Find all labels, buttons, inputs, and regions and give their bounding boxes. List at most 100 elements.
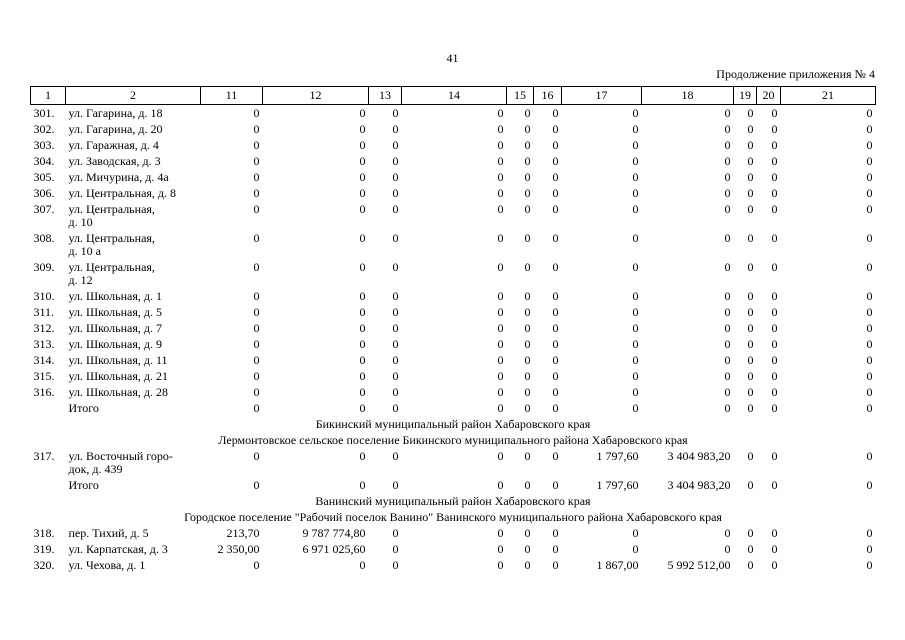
section-row: Городское поселение "Рабочий поселок Ван… — [31, 509, 876, 525]
value-cell: 0 — [253, 138, 260, 152]
value-cell: 0 — [497, 186, 504, 200]
value-cell: 0 — [497, 401, 504, 415]
value-cell: 0 — [724, 369, 731, 383]
value-cell: 0 — [392, 305, 399, 319]
value-cell: 0 — [392, 321, 399, 335]
value-cell: 0 — [632, 353, 639, 367]
value-cell: 0 — [359, 138, 366, 152]
value-cell: 0 — [524, 170, 531, 184]
value-cell: 0 — [724, 106, 731, 120]
value-cell: 0 — [771, 478, 778, 492]
value-cell: 0 — [771, 337, 778, 351]
value-cell: 0 — [632, 289, 639, 303]
value-cell: 0 — [392, 449, 399, 463]
value-cell: 0 — [524, 385, 531, 399]
value-cell: 0 — [552, 170, 559, 184]
value-cell: 0 — [771, 106, 778, 120]
value-cell: 0 — [747, 305, 754, 319]
row-number: 310. — [33, 289, 55, 303]
column-header: 20 — [756, 86, 781, 105]
value-cell: 0 — [359, 321, 366, 335]
value-cell: 0 — [552, 260, 559, 274]
value-cell: 0 — [747, 170, 754, 184]
value-cell: 0 — [771, 401, 778, 415]
value-cell: 0 — [632, 337, 639, 351]
table-row: 306. ул. Центральная, д. 8 0 0 0 0 0 0 0 0 0 0 0 — [31, 185, 876, 201]
value-cell: 0 — [552, 449, 559, 463]
table-row: 310. ул. Школьная, д. 1 0 0 0 0 0 0 0 0 0 0 0 — [31, 288, 876, 304]
value-cell: 0 — [524, 449, 531, 463]
value-cell: 0 — [552, 154, 559, 168]
value-cell: 0 — [524, 369, 531, 383]
column-header: 15 — [506, 86, 534, 105]
value-cell: 0 — [253, 289, 260, 303]
value-cell: 0 — [359, 170, 366, 184]
value-cell: 0 — [552, 353, 559, 367]
value-cell: 0 — [771, 231, 778, 245]
address-cell: Итого — [68, 401, 99, 415]
address-cell: ул. Школьная, д. 9 — [68, 337, 162, 351]
table-head: 1 2 11 12 13 14 15 16 17 18 19 20 21 — [30, 86, 876, 105]
value-cell: 0 — [524, 305, 531, 319]
row-number — [31, 400, 66, 416]
address-cell: ул. Гагарина, д. 18 — [68, 106, 163, 120]
value-cell: 0 — [724, 526, 731, 540]
value-cell: 0 — [497, 478, 504, 492]
value-cell: 0 — [524, 122, 531, 136]
address-cell: ул. Заводская, д. 3 — [68, 154, 161, 168]
value-cell: 0 — [747, 122, 754, 136]
column-header: 17 — [561, 86, 642, 105]
value-cell: 0 — [771, 202, 778, 216]
row-number: 303. — [33, 138, 55, 152]
value-cell: 0 — [253, 186, 260, 200]
value-cell: 0 — [392, 260, 399, 274]
value-cell: 0 — [253, 478, 260, 492]
value-cell: 0 — [497, 526, 504, 540]
value-cell: 0 — [724, 353, 731, 367]
row-number: 305. — [33, 170, 55, 184]
value-cell: 0 — [866, 305, 873, 319]
value-cell: 0 — [524, 401, 531, 415]
value-cell: 0 — [632, 138, 639, 152]
table-row: 317. ул. Восточный горо- док, д. 439 0 0 0 0 0… — [31, 448, 876, 477]
value-cell: 0 — [359, 202, 366, 216]
value-cell: 0 — [866, 449, 873, 463]
value-cell: 0 — [866, 138, 873, 152]
value-cell: 0 — [724, 401, 731, 415]
value-cell: 0 — [771, 449, 778, 463]
table-row: 305. ул. Мичурина, д. 4а 0 0 0 0 0 0 0 0 0 0 0 — [31, 169, 876, 185]
value-cell: 0 — [866, 186, 873, 200]
value-cell: 0 — [771, 289, 778, 303]
value-cell: 0 — [866, 106, 873, 120]
address-cell: пер. Тихий, д. 5 — [68, 526, 149, 540]
value-cell: 0 — [497, 321, 504, 335]
table-header-row: 1 2 11 12 13 14 15 16 17 18 19 20 21 — [30, 86, 876, 105]
value-cell: 0 — [724, 542, 731, 556]
value-cell: 0 — [392, 154, 399, 168]
value-cell: 0 — [632, 186, 639, 200]
value-cell: 0 — [253, 558, 260, 572]
address-cell: ул. Школьная, д. 1 — [68, 289, 162, 303]
value-cell: 0 — [771, 542, 778, 556]
value-cell: 0 — [359, 106, 366, 120]
value-cell: 3 404 983,20 — [667, 478, 731, 492]
address-cell: ул. Восточный горо- док, д. 439 — [68, 449, 173, 476]
row-number: 320. — [33, 558, 55, 572]
value-cell: 0 — [747, 369, 754, 383]
value-cell: 0 — [866, 478, 873, 492]
value-cell: 0 — [771, 321, 778, 335]
section-title: Городское поселение "Рабочий поселок Ван… — [184, 510, 722, 524]
total-row: Итого 0 0 0 0 0 0 1 797,60 3 404 983,20 0 0 0 — [31, 477, 876, 493]
address-cell: ул. Карпатская, д. 3 — [68, 542, 168, 556]
value-cell: 0 — [497, 558, 504, 572]
table-row: 314. ул. Школьная, д. 11 0 0 0 0 0 0 0 0 0 0 0 — [31, 352, 876, 368]
value-cell: 0 — [253, 337, 260, 351]
value-cell: 0 — [866, 385, 873, 399]
value-cell: 0 — [747, 385, 754, 399]
continuation-note: Продолжение приложения № 4 — [716, 67, 875, 81]
value-cell: 0 — [552, 542, 559, 556]
value-cell: 0 — [392, 231, 399, 245]
page-number: 41 — [446, 51, 459, 65]
value-cell: 0 — [253, 305, 260, 319]
